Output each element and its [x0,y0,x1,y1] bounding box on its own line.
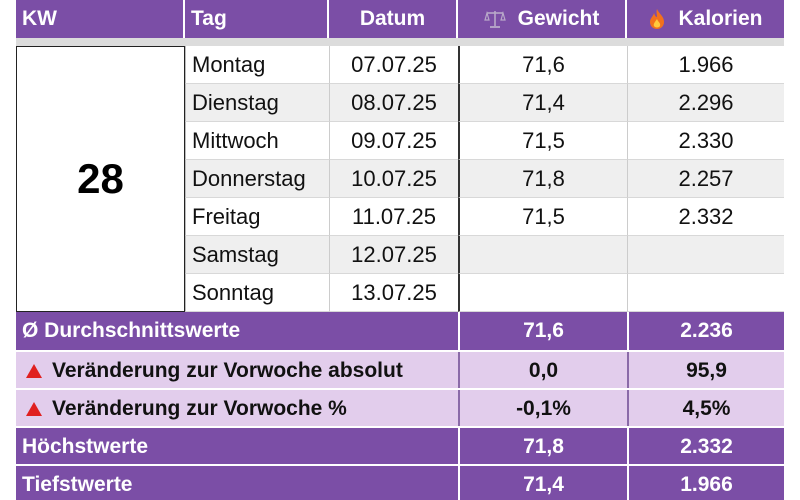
summary-change-absolute-label-cell: Veränderung zur Vorwoche absolut [16,352,458,390]
day-calories [627,236,784,274]
day-name: Montag [185,46,329,84]
summary-max-label: Höchstwerte [22,435,149,458]
day-date: 10.07.25 [329,160,458,198]
day-name: Freitag [185,198,329,236]
summary-change-percent-row: Veränderung zur Vorwoche % -0,1% 4,5% [16,388,784,428]
header-gewicht-label: Gewicht [517,7,600,30]
header-kw-label: KW [22,7,57,30]
table-row: Samstag 12.07.25 [185,236,784,274]
day-weight: 71,5 [458,122,627,160]
day-date: 08.07.25 [329,84,458,122]
summary-min-row: Tiefstwerte 71,4 1.966 [16,464,784,500]
summary-min-label: Tiefstwerte [22,473,133,496]
table-row: Sonntag 13.07.25 [185,274,784,312]
day-calories: 2.330 [627,122,784,160]
day-weight: 71,8 [458,160,627,198]
day-weight [458,274,627,312]
summary-average-weight: 71,6 [458,312,627,350]
day-calories: 2.257 [627,160,784,198]
summary-change-percent-label-cell: Veränderung zur Vorwoche % [16,390,458,428]
day-date: 11.07.25 [329,198,458,236]
summary-max-row: Höchstwerte 71,8 2.332 [16,426,784,466]
flame-icon [648,8,666,30]
table-row: Montag 07.07.25 71,6 1.966 [185,46,784,84]
day-weight: 71,5 [458,198,627,236]
header-datum: Datum [329,0,458,38]
day-date: 12.07.25 [329,236,458,274]
day-name: Donnerstag [185,160,329,198]
day-weight: 71,4 [458,84,627,122]
header-tag: Tag [185,0,329,38]
day-weight: 71,6 [458,46,627,84]
summary-change-percent-label: Veränderung zur Vorwoche % [52,397,347,420]
header-divider [16,38,784,46]
summary-min-calories: 1.966 [627,466,784,500]
day-date: 09.07.25 [329,122,458,160]
header-tag-label: Tag [191,7,227,30]
day-name: Dienstag [185,84,329,122]
summary-max-calories: 2.332 [627,428,784,466]
summary-change-percent-calories: 4,5% [627,390,784,428]
day-calories [627,274,784,312]
summary-average-label: Ø Durchschnittswerte [22,319,241,342]
day-calories: 2.296 [627,84,784,122]
table-row: Dienstag 08.07.25 71,4 2.296 [185,84,784,122]
header-kalorien-label: Kalorien [678,7,763,30]
table-row: Freitag 11.07.25 71,5 2.332 [185,198,784,236]
summary-change-absolute-weight: 0,0 [458,352,627,390]
summary-min-weight: 71,4 [458,466,627,500]
summary-average-calories: 2.236 [627,312,784,350]
day-weight [458,236,627,274]
triangle-up-icon [26,364,42,378]
day-name: Samstag [185,236,329,274]
table-row: Mittwoch 09.07.25 71,5 2.330 [185,122,784,160]
day-name: Mittwoch [185,122,329,160]
summary-average-row: Ø Durchschnittswerte 71,6 2.236 [16,312,784,350]
day-calories: 2.332 [627,198,784,236]
weekly-tracking-table: KW Tag Datum Gewicht Kalorien 28 [16,0,784,500]
header-kalorien: Kalorien [627,0,784,38]
summary-change-percent-weight: -0,1% [458,390,627,428]
week-number: 28 [16,46,185,312]
scale-icon [483,9,506,29]
header-gewicht: Gewicht [458,0,627,38]
day-date: 07.07.25 [329,46,458,84]
summary-change-absolute-row: Veränderung zur Vorwoche absolut 0,0 95,… [16,350,784,390]
summary-change-absolute-calories: 95,9 [627,352,784,390]
header-datum-label: Datum [359,7,426,30]
day-calories: 1.966 [627,46,784,84]
header-kw: KW [16,0,185,38]
day-date: 13.07.25 [329,274,458,312]
summary-change-absolute-label: Veränderung zur Vorwoche absolut [52,359,403,382]
summary-max-weight: 71,8 [458,428,627,466]
triangle-up-icon [26,402,42,416]
table-row: Donnerstag 10.07.25 71,8 2.257 [185,160,784,198]
day-name: Sonntag [185,274,329,312]
